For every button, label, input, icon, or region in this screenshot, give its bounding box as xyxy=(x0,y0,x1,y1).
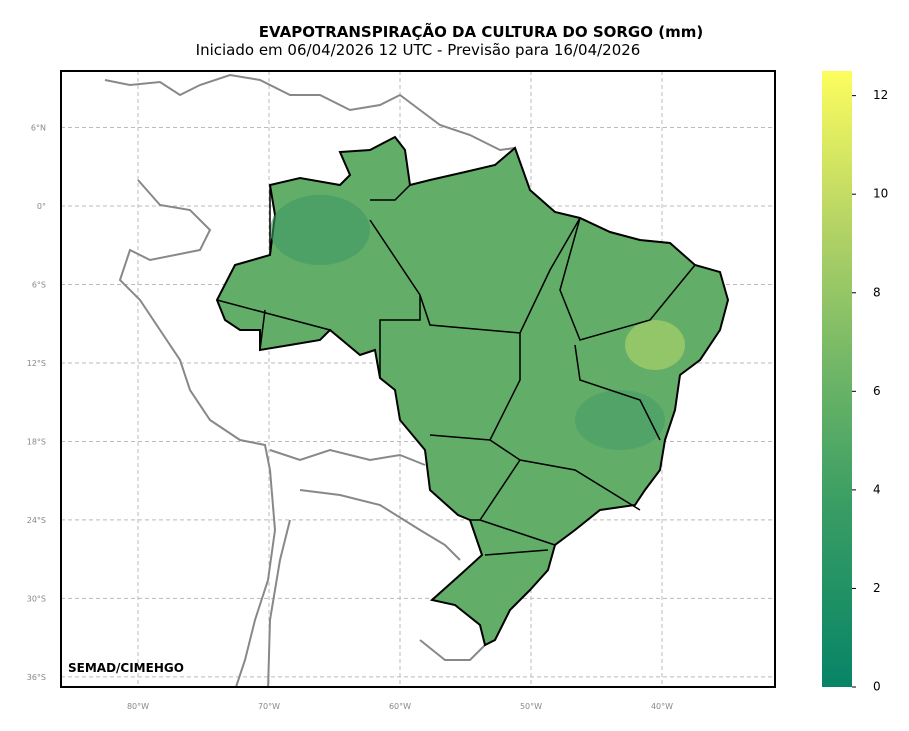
lat-label: 36°S xyxy=(27,673,46,682)
map-frame xyxy=(60,70,776,688)
colorbar xyxy=(822,71,852,687)
lon-label: 40°W xyxy=(651,702,673,711)
title: EVAPOTRANSPIRAÇÃO DA CULTURA DO SORGO (m… xyxy=(259,22,703,41)
colorbar-label: 2 xyxy=(873,581,881,595)
colorbar-label: 4 xyxy=(873,482,881,496)
lon-label: 50°W xyxy=(520,702,542,711)
brazil xyxy=(215,135,730,647)
lat-label: 0° xyxy=(37,202,46,211)
lon-label: 80°W xyxy=(127,702,149,711)
lon-label: 70°W xyxy=(258,702,280,711)
continent xyxy=(104,73,516,687)
lat-label: 6°S xyxy=(32,280,46,289)
colorbar-label: 8 xyxy=(873,285,881,299)
colorbar-label: 6 xyxy=(873,384,881,398)
lat-label: 6°N xyxy=(31,124,46,133)
subtitle: Iniciado em 06/04/2026 12 UTC - Previsão… xyxy=(196,41,641,59)
credit: SEMAD/CIMEHGO xyxy=(68,661,184,675)
lat-label: 12°S xyxy=(27,359,46,368)
lon-label: 60°W xyxy=(389,702,411,711)
colorbar-label: 12 xyxy=(873,88,888,102)
lat-label: 24°S xyxy=(27,516,46,525)
lat-label: 18°S xyxy=(27,437,46,446)
colorbar-label: 0 xyxy=(873,680,881,694)
lat-label: 30°S xyxy=(27,594,46,603)
colorbar-label: 10 xyxy=(873,187,888,201)
